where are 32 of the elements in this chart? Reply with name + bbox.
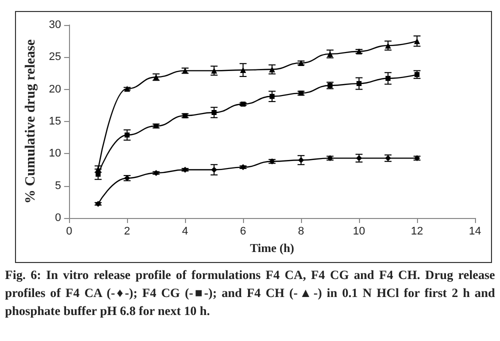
- x-tick-label: 0: [66, 226, 72, 238]
- y-tick-label: 5: [55, 180, 62, 192]
- x-tick-label: 4: [182, 226, 188, 238]
- caption: Fig. 6: In vitro release profile of formulations F4 CA, F4 CG and F4 CH. Drug release profiles of F4 CA (-♦-); F4 CG (-■-); and F4 CH (-▲-) in 0.1 N HCl for first 2 h and phosphate buffer pH 6.8 for next 10 h.: [5, 267, 495, 320]
- x-tick-label: 8: [298, 226, 304, 238]
- x-tick-label: 6: [240, 226, 246, 238]
- point: [211, 68, 218, 74]
- point: [414, 38, 420, 44]
- point: [211, 166, 218, 173]
- y-axis-title: % Cumulative drug release: [24, 39, 38, 204]
- y-tick-label: 15: [48, 116, 62, 128]
- x-tick-label: 10: [352, 226, 366, 238]
- point: [270, 94, 275, 99]
- point: [385, 42, 392, 49]
- y-tick-label: 10: [48, 148, 62, 160]
- point: [124, 132, 130, 138]
- y-tick-label: 25: [48, 51, 62, 64]
- y-tick-label: 30: [48, 19, 62, 31]
- point: [212, 110, 217, 115]
- x-axis-title: Time (h): [250, 241, 294, 255]
- point: [269, 66, 276, 72]
- y-tick-label: 20: [48, 83, 62, 96]
- y-tick-label: 0: [55, 212, 62, 224]
- point: [356, 81, 362, 86]
- x-tick-label: 14: [468, 226, 482, 238]
- x-tick-label: 12: [410, 226, 424, 238]
- point: [240, 67, 246, 74]
- point: [240, 164, 246, 170]
- point: [298, 157, 304, 164]
- point: [386, 76, 391, 81]
- point: [95, 200, 102, 207]
- x-tick-label: 2: [124, 226, 130, 238]
